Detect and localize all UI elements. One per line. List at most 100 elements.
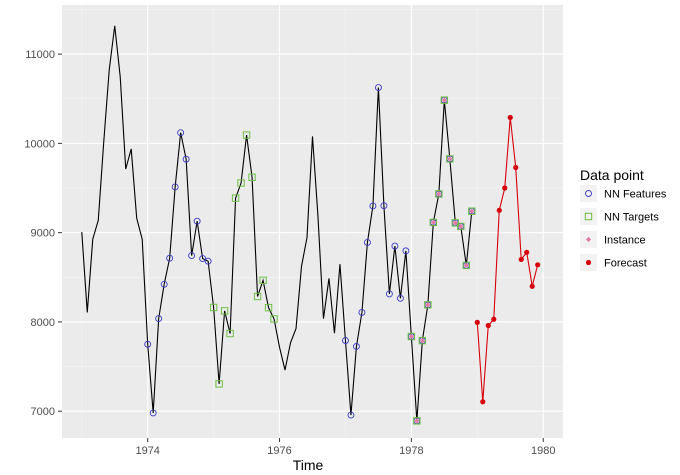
y-tick-label: 10000 (24, 138, 55, 150)
nn-targets-point (231, 194, 240, 202)
y-tick-label: 7000 (31, 406, 55, 418)
x-axis: 1974 1976 1978 1980 (135, 438, 555, 457)
nn-targets-point (440, 96, 449, 104)
nn-features-point (396, 294, 404, 302)
forecast-point (474, 319, 480, 325)
nn-features-point (347, 411, 355, 419)
instance-point (425, 302, 431, 308)
forecast-point (513, 164, 519, 171)
nn-features-point (380, 202, 388, 210)
nn-features-point (188, 252, 196, 260)
nn-targets-point (270, 315, 278, 323)
nn-features-point (155, 315, 163, 322)
nn-features-point (182, 155, 190, 163)
x-axis-title: Time (293, 457, 324, 473)
legend-item-forecast: Forecast (580, 254, 647, 271)
legend: Data point NN Features NN Targets Instance… (580, 167, 667, 271)
y-tick-label: 9000 (31, 228, 55, 240)
x-tick-label: 1978 (399, 445, 423, 457)
legend-label: NN Features (604, 189, 667, 201)
nn-features-point (144, 340, 152, 348)
x-tick-label: 1976 (267, 445, 291, 457)
nn-targets-point (418, 336, 427, 345)
y-tick-label: 11000 (25, 49, 55, 61)
y-tick-label: 8000 (31, 317, 55, 329)
nn-targets-point (242, 131, 251, 139)
nn-features-point (374, 84, 382, 92)
nn-features-point (166, 254, 174, 262)
legend-item-nn-targets: NN Targets (580, 208, 659, 225)
forecast-point (507, 114, 513, 121)
legend-key-marker (585, 190, 592, 197)
nn-targets-point (413, 417, 421, 425)
instance-point (441, 97, 447, 103)
nn-features-point (149, 409, 157, 417)
nn-features-point (341, 337, 349, 344)
legend-key (580, 208, 597, 225)
forecast-point (518, 256, 524, 263)
series-lines (81, 25, 539, 421)
instance-point (463, 262, 469, 269)
legend-key-marker (585, 236, 592, 243)
instance-point (469, 208, 475, 214)
instance-point (458, 223, 464, 230)
legend-label: NN Targets (604, 212, 659, 224)
nn-targets-point (264, 303, 273, 312)
history-series-line (81, 25, 473, 421)
nn-features-point (369, 202, 377, 210)
forecast-point (496, 207, 502, 213)
instance-point (436, 191, 442, 197)
legend-label: Forecast (604, 258, 647, 270)
nn-features-point (171, 183, 179, 191)
legend-entries: NN Features NN Targets Instance Forecast (580, 185, 667, 271)
forecast-series-line (476, 117, 539, 402)
legend-item-instance: Instance (580, 231, 646, 248)
points-instance (408, 97, 475, 424)
nn-features-point (177, 129, 185, 137)
instance-point (419, 337, 425, 344)
forecast-point (524, 249, 530, 255)
forecast-point (502, 185, 508, 191)
instance-point (408, 333, 414, 340)
legend-key (580, 185, 597, 202)
x-tick-label: 1974 (135, 445, 159, 457)
nn-targets-point (462, 261, 471, 270)
nn-features-point (160, 280, 168, 288)
nn-targets-point (248, 173, 256, 182)
nn-targets-point (226, 329, 234, 338)
nn-features-point (391, 242, 399, 250)
grid-major (62, 5, 563, 438)
legend-item-nn-features: NN Features (580, 185, 667, 202)
nn-targets-point (446, 155, 454, 163)
nn-targets-point (424, 301, 432, 309)
x-tick-label: 1980 (531, 445, 555, 457)
nn-targets-point (429, 218, 438, 227)
grid-minor (62, 5, 563, 438)
legend-key-marker (585, 259, 592, 266)
nn-targets-point (253, 292, 262, 301)
forecast-point (491, 316, 497, 322)
point-marks (144, 84, 541, 425)
forecast-point (535, 262, 541, 268)
instance-point (430, 219, 436, 225)
nn-targets-point (209, 303, 218, 312)
legend-title: Data point (580, 167, 644, 183)
nn-features-point (402, 247, 410, 255)
instance-point (447, 156, 453, 162)
legend-label: Instance (604, 235, 646, 247)
plot-panel (62, 5, 563, 438)
nn-features-point (193, 217, 201, 225)
forecast-point (529, 283, 535, 289)
instance-point (452, 220, 458, 226)
nn-features-point (358, 309, 366, 316)
forecast-point (480, 399, 486, 405)
nn-features-point (199, 255, 207, 263)
forecast-point (485, 322, 491, 329)
y-axis: 7000 8000 9000 10000 11000 (24, 49, 62, 418)
instance-point (414, 418, 420, 424)
legend-key-marker (584, 212, 593, 221)
nn-targets-point (259, 276, 267, 285)
nn-targets-point (457, 222, 465, 231)
